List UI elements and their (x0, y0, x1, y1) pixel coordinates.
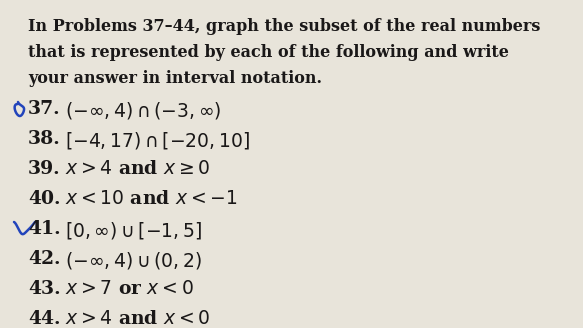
Text: In Problems 37–44, graph the subset of the real numbers: In Problems 37–44, graph the subset of t… (28, 18, 540, 35)
Text: 37.: 37. (28, 100, 61, 118)
Text: $x>4$ and $x\geq 0$: $x>4$ and $x\geq 0$ (65, 160, 210, 178)
Text: $[0, \infty)\cup[-1, 5]$: $[0, \infty)\cup[-1, 5]$ (65, 220, 202, 241)
Text: 41.: 41. (28, 220, 61, 238)
Text: 43.: 43. (28, 280, 61, 298)
Text: $(-\infty, 4)\cap(-3, \infty)$: $(-\infty, 4)\cap(-3, \infty)$ (65, 100, 222, 121)
Text: 42.: 42. (28, 250, 61, 268)
Text: your answer in interval notation.: your answer in interval notation. (28, 70, 322, 87)
Text: $x<10$ and $x<-1$: $x<10$ and $x<-1$ (65, 190, 237, 208)
Text: $x>4$ and $x<0$: $x>4$ and $x<0$ (65, 310, 210, 328)
Text: that is represented by each of the following and write: that is represented by each of the follo… (28, 44, 509, 61)
Text: $(-\infty, 4)\cup(0, 2)$: $(-\infty, 4)\cup(0, 2)$ (65, 250, 202, 271)
Text: 44.: 44. (28, 310, 61, 328)
Text: 39.: 39. (28, 160, 61, 178)
Text: $x>7$ or $x<0$: $x>7$ or $x<0$ (65, 280, 194, 298)
Text: 38.: 38. (28, 130, 61, 148)
Text: 40.: 40. (28, 190, 61, 208)
Text: $[-4, 17)\cap[-20, 10]$: $[-4, 17)\cap[-20, 10]$ (65, 130, 250, 151)
